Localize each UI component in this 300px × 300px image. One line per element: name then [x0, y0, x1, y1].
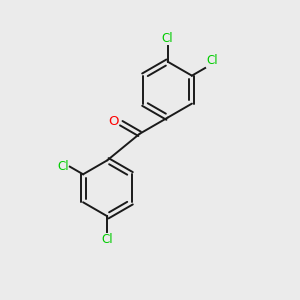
- Text: Cl: Cl: [101, 233, 113, 246]
- Text: Cl: Cl: [57, 160, 69, 173]
- Text: Cl: Cl: [162, 32, 173, 45]
- Text: Cl: Cl: [206, 54, 218, 67]
- Text: O: O: [108, 115, 119, 128]
